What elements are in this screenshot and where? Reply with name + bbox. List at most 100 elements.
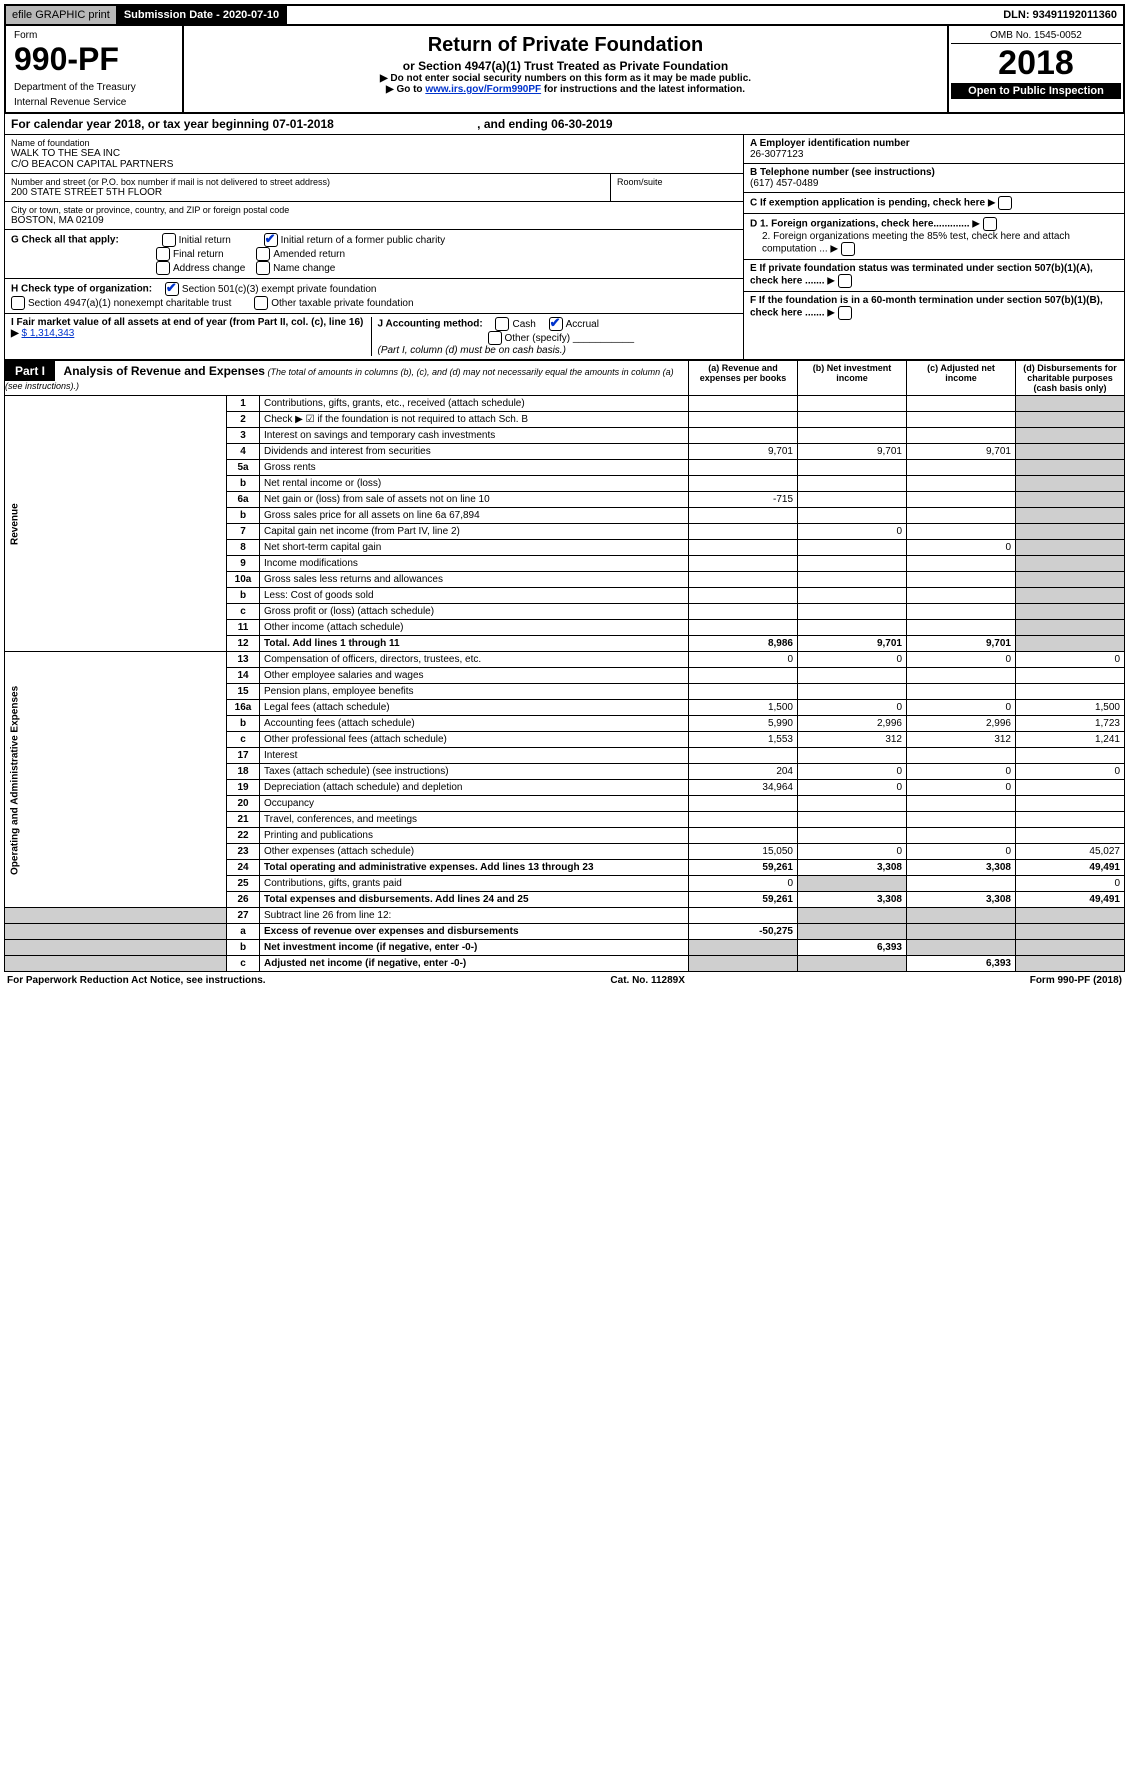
col-c-val: [907, 556, 1016, 572]
col-d-val: 1,241: [1016, 732, 1125, 748]
col-c-val: [907, 508, 1016, 524]
row-num: c: [227, 732, 260, 748]
col-b-val: 3,308: [798, 892, 907, 908]
col-a-val: 59,261: [689, 860, 798, 876]
row-num: b: [227, 588, 260, 604]
col-d-val: [1016, 444, 1125, 460]
col-c-val: [907, 748, 1016, 764]
row-desc: Depreciation (attach schedule) and deple…: [260, 780, 689, 796]
col-b-val: [798, 556, 907, 572]
col-b-val: [798, 668, 907, 684]
col-a-val: 0: [689, 876, 798, 892]
row-desc: Contributions, gifts, grants, etc., rece…: [260, 396, 689, 412]
revenue-side-label: Revenue: [5, 396, 227, 652]
row-num: 26: [227, 892, 260, 908]
row-num: 15: [227, 684, 260, 700]
col-a-val: 34,964: [689, 780, 798, 796]
col-c-val: 0: [907, 844, 1016, 860]
col-c-val: [907, 572, 1016, 588]
col-a-val: -715: [689, 492, 798, 508]
col-c-val: 0: [907, 780, 1016, 796]
col-b-val: [798, 412, 907, 428]
dept-treasury: Department of the Treasury: [14, 82, 174, 93]
open-public: Open to Public Inspection: [951, 83, 1121, 99]
name-change-checkbox[interactable]: [256, 261, 270, 275]
j-label: J Accounting method:: [378, 319, 483, 330]
row-desc: Gross profit or (loss) (attach schedule): [260, 604, 689, 620]
suite-label: Room/suite: [617, 177, 737, 187]
row-num: 20: [227, 796, 260, 812]
col-b-val: [798, 572, 907, 588]
col-c-val: [907, 668, 1016, 684]
col-a-val: 1,553: [689, 732, 798, 748]
col-d-val: [1016, 684, 1125, 700]
initial-return-checkbox[interactable]: [162, 233, 176, 247]
col-b-val: 9,701: [798, 444, 907, 460]
form-title: Return of Private Foundation: [190, 34, 941, 57]
row-num: c: [227, 604, 260, 620]
row-num: 17: [227, 748, 260, 764]
final-return-checkbox[interactable]: [156, 247, 170, 261]
row-num: 12: [227, 636, 260, 652]
row-desc: Check ▶ ☑ if the foundation is not requi…: [260, 412, 689, 428]
col-c-val: 312: [907, 732, 1016, 748]
row-desc: Income modifications: [260, 556, 689, 572]
cash-checkbox[interactable]: [495, 317, 509, 331]
col-b-val: [798, 684, 907, 700]
address-change-checkbox[interactable]: [156, 261, 170, 275]
col-a-val: 9,701: [689, 444, 798, 460]
col-d-val: [1016, 956, 1125, 972]
accrual-checkbox[interactable]: [549, 317, 563, 331]
501c3-checkbox[interactable]: [165, 282, 179, 296]
col-a-val: [689, 684, 798, 700]
g-label: G Check all that apply:: [11, 235, 119, 246]
row-num: b: [227, 716, 260, 732]
former-public-checkbox[interactable]: [264, 233, 278, 247]
row-num: 9: [227, 556, 260, 572]
col-a-val: 1,500: [689, 700, 798, 716]
fmv-val: $ 1,314,343: [21, 328, 74, 339]
col-a-val: [689, 460, 798, 476]
col-b-val: 0: [798, 652, 907, 668]
row-num: 3: [227, 428, 260, 444]
col-a-val: [689, 588, 798, 604]
row-desc: Capital gain net income (from Part IV, l…: [260, 524, 689, 540]
amended-checkbox[interactable]: [256, 247, 270, 261]
col-a-val: [689, 524, 798, 540]
foundation-name2: C/O BEACON CAPITAL PARTNERS: [11, 159, 737, 170]
col-a-val: [689, 748, 798, 764]
col-d-val: 0: [1016, 764, 1125, 780]
col-c-val: 3,308: [907, 892, 1016, 908]
col-d-val: 0: [1016, 652, 1125, 668]
col-d-val: [1016, 812, 1125, 828]
irs-link[interactable]: www.irs.gov/Form990PF: [425, 84, 541, 95]
page-footer: For Paperwork Reduction Act Notice, see …: [4, 972, 1125, 989]
col-b-val: [798, 508, 907, 524]
col-c-val: [907, 908, 1016, 924]
col-b-val: [798, 460, 907, 476]
col-d-val: [1016, 492, 1125, 508]
other-method-checkbox[interactable]: [488, 331, 502, 345]
col-b-val: [798, 620, 907, 636]
efile-print[interactable]: efile GRAPHIC print: [6, 6, 118, 24]
col-c-val: 3,308: [907, 860, 1016, 876]
box-f: F If the foundation is in a 60-month ter…: [744, 292, 1124, 323]
row-desc: Interest on savings and temporary cash i…: [260, 428, 689, 444]
phone-val: (617) 457-0489: [750, 178, 1118, 189]
row-desc: Travel, conferences, and meetings: [260, 812, 689, 828]
row-desc: Other employee salaries and wages: [260, 668, 689, 684]
col-b-val: 0: [798, 844, 907, 860]
row-desc: Compensation of officers, directors, tru…: [260, 652, 689, 668]
row-desc: Taxes (attach schedule) (see instruction…: [260, 764, 689, 780]
col-c-val: 0: [907, 540, 1016, 556]
col-d-val: 49,491: [1016, 892, 1125, 908]
col-d-val: [1016, 508, 1125, 524]
other-taxable-checkbox[interactable]: [254, 296, 268, 310]
4947-checkbox[interactable]: [11, 296, 25, 310]
address-val: 200 STATE STREET 5TH FLOOR: [11, 187, 604, 198]
col-c-val: 0: [907, 700, 1016, 716]
h-label: H Check type of organization:: [11, 284, 152, 295]
box-e: E If private foundation status was termi…: [744, 260, 1124, 292]
info-grid: Name of foundation WALK TO THE SEA INC C…: [4, 135, 1125, 360]
col-c-val: [907, 588, 1016, 604]
